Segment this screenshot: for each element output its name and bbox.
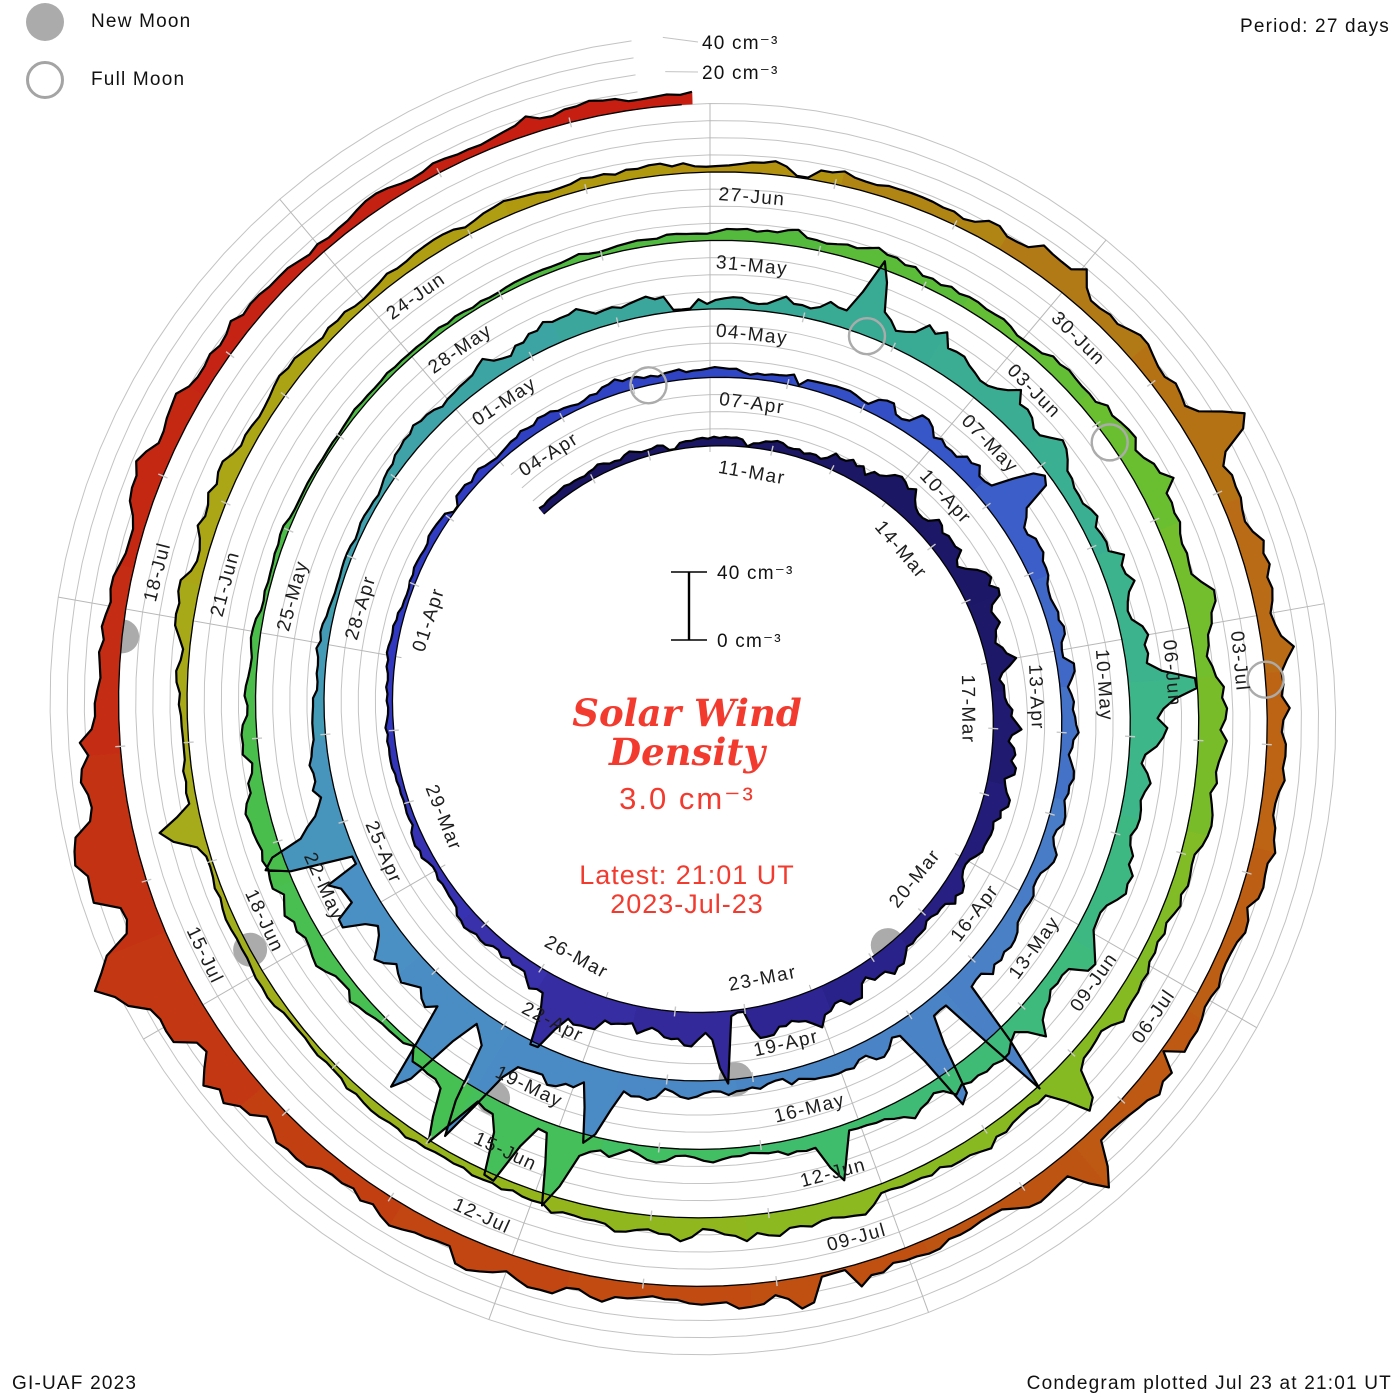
new-moon-icon	[26, 3, 64, 41]
period-label: Period: 27 days	[1239, 16, 1390, 37]
plot-title-line2: Density	[608, 730, 765, 774]
density-outline	[73, 90, 1295, 1310]
scale-top-labels: 40 cm⁻³ 20 cm⁻³	[702, 33, 779, 84]
legend-new-moon: New Moon	[26, 2, 191, 42]
full-moon-icon	[26, 61, 64, 99]
date-label: 13-Apr	[1024, 664, 1048, 731]
plot-title-line1: Solar Wind	[572, 691, 802, 735]
date-label: 31-May	[715, 252, 789, 280]
scale-label: 40 cm⁻³	[717, 563, 794, 584]
date-label: 21-Jun	[207, 549, 244, 619]
moon-legend: New Moon Full Moon	[26, 2, 191, 118]
date-label: 16-May	[772, 1090, 847, 1128]
date-label: 09-Jul	[825, 1220, 889, 1257]
date-label: 28-Apr	[341, 573, 380, 642]
center-annotation: Solar Wind Density 3.0 cm⁻³ Latest: 21:0…	[487, 694, 887, 919]
date-label: 10-May	[1091, 648, 1117, 722]
full-moon-markers	[629, 316, 1285, 699]
date-label: 25-May	[273, 558, 313, 633]
radial-scalebar: 40 cm⁻³ 0 cm⁻³	[671, 563, 794, 652]
scale-leader-lines	[662, 36, 699, 73]
scale-label: 40 cm⁻³	[702, 33, 779, 54]
plotted-timestamp: Condegram plotted Jul 23 at 21:01 UT	[1026, 1373, 1392, 1394]
date-label: 11-Mar	[717, 457, 787, 489]
latest-date: 2023-Jul-23	[610, 889, 764, 919]
credit-label: GI-UAF 2023	[12, 1373, 138, 1394]
scale-label: 0 cm⁻³	[717, 631, 782, 652]
date-label: 01-Apr	[409, 585, 449, 654]
date-label: 03-Jul	[1226, 630, 1253, 692]
latest-time: Latest: 21:01 UT	[579, 860, 795, 890]
base-spiral	[117, 104, 1268, 1287]
date-label: 07-Apr	[718, 389, 786, 419]
new-moon-label: New Moon	[91, 11, 192, 32]
date-label: 25-Apr	[361, 818, 406, 887]
current-density-value: 3.0 cm⁻³	[619, 781, 755, 816]
day-ticks	[115, 117, 1272, 1289]
legend-full-moon: Full Moon	[26, 60, 191, 100]
density-fill	[74, 91, 1295, 1309]
date-label: 18-Jul	[140, 540, 175, 604]
date-label: 23-Mar	[727, 962, 799, 996]
full-moon-label: Full Moon	[91, 69, 186, 90]
date-label: 04-May	[715, 320, 789, 349]
date-label: 17-Mar	[957, 674, 979, 743]
scale-label: 20 cm⁻³	[702, 63, 779, 84]
date-label: 12-Jul	[450, 1194, 514, 1238]
date-label: 15-Jul	[182, 924, 227, 988]
date-label: 29-Mar	[421, 782, 466, 854]
